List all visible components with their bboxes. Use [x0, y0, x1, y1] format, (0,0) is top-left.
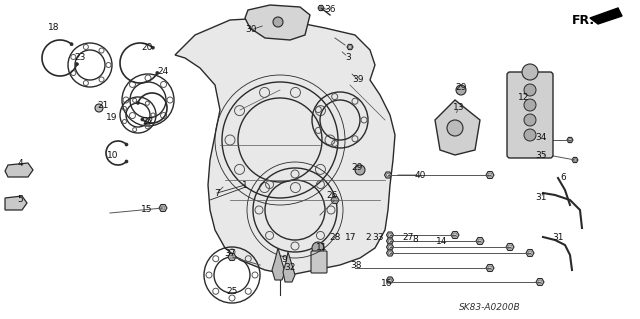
Text: 29: 29 [455, 83, 467, 92]
Text: 13: 13 [453, 103, 465, 113]
Text: 34: 34 [535, 133, 547, 143]
Circle shape [70, 43, 73, 46]
Text: SK83-A0200B: SK83-A0200B [459, 302, 521, 311]
Text: 27: 27 [403, 233, 413, 241]
Text: 20: 20 [141, 42, 153, 51]
Text: 14: 14 [436, 238, 448, 247]
Polygon shape [331, 197, 339, 204]
Text: 3: 3 [345, 53, 351, 62]
Text: 31: 31 [552, 233, 564, 241]
Polygon shape [272, 248, 285, 280]
Text: 15: 15 [141, 205, 153, 214]
FancyBboxPatch shape [311, 251, 327, 273]
Polygon shape [5, 196, 27, 210]
Circle shape [273, 17, 283, 27]
Polygon shape [486, 172, 494, 178]
Text: 28: 28 [330, 233, 340, 241]
Circle shape [524, 84, 536, 96]
Text: 33: 33 [372, 233, 384, 241]
Polygon shape [590, 8, 622, 24]
Text: 31: 31 [535, 194, 547, 203]
Polygon shape [5, 163, 33, 177]
Text: 25: 25 [227, 287, 237, 296]
Text: 4: 4 [17, 159, 23, 167]
Polygon shape [486, 264, 494, 271]
Polygon shape [536, 278, 544, 286]
Polygon shape [435, 100, 480, 155]
Polygon shape [387, 244, 394, 250]
Polygon shape [451, 232, 459, 239]
Polygon shape [476, 238, 484, 244]
Circle shape [76, 63, 79, 66]
Polygon shape [387, 232, 394, 238]
Circle shape [95, 104, 103, 112]
Text: 23: 23 [74, 53, 86, 62]
Text: 6: 6 [560, 174, 566, 182]
Polygon shape [572, 157, 578, 163]
Circle shape [312, 242, 324, 254]
Text: 37: 37 [224, 249, 236, 257]
Polygon shape [283, 252, 295, 282]
Circle shape [524, 114, 536, 126]
Text: 2: 2 [365, 233, 371, 241]
Text: 18: 18 [48, 23, 60, 32]
Circle shape [141, 118, 144, 121]
Text: 21: 21 [97, 100, 109, 109]
Circle shape [355, 165, 365, 175]
Text: 11: 11 [316, 243, 328, 253]
Circle shape [522, 64, 538, 80]
Text: 10: 10 [108, 151, 119, 160]
Text: 22: 22 [142, 116, 154, 125]
Text: 29: 29 [351, 164, 363, 173]
Circle shape [156, 71, 159, 75]
Polygon shape [228, 254, 236, 261]
Text: 32: 32 [284, 263, 296, 272]
Polygon shape [387, 250, 394, 256]
Text: 8: 8 [412, 234, 418, 243]
Polygon shape [347, 44, 353, 49]
Circle shape [125, 160, 128, 163]
Polygon shape [387, 277, 394, 283]
Text: 19: 19 [106, 113, 118, 122]
Text: FR.: FR. [572, 13, 595, 26]
Text: 40: 40 [414, 170, 426, 180]
Circle shape [151, 46, 154, 49]
Text: 7: 7 [214, 189, 220, 197]
FancyBboxPatch shape [507, 72, 553, 158]
Circle shape [524, 99, 536, 111]
Polygon shape [385, 172, 392, 178]
Text: 26: 26 [326, 191, 338, 201]
Circle shape [524, 129, 536, 141]
Polygon shape [526, 249, 534, 256]
Text: 12: 12 [518, 93, 530, 101]
Circle shape [456, 85, 466, 95]
Text: 30: 30 [245, 26, 257, 34]
Polygon shape [387, 238, 394, 244]
Text: 5: 5 [17, 196, 23, 204]
Text: 17: 17 [345, 234, 356, 242]
Text: 16: 16 [381, 278, 393, 287]
Text: 36: 36 [324, 5, 336, 14]
Circle shape [125, 143, 128, 146]
Polygon shape [318, 5, 324, 11]
Text: 9: 9 [281, 256, 287, 264]
Text: 39: 39 [352, 76, 364, 85]
Text: 1: 1 [242, 181, 248, 189]
Polygon shape [245, 5, 310, 40]
Polygon shape [159, 204, 167, 211]
Polygon shape [567, 137, 573, 143]
Circle shape [136, 101, 140, 104]
Circle shape [447, 120, 463, 136]
Polygon shape [506, 243, 514, 250]
Text: 24: 24 [157, 68, 168, 77]
Polygon shape [175, 18, 395, 275]
Text: 38: 38 [350, 262, 362, 271]
Text: 35: 35 [535, 151, 547, 160]
